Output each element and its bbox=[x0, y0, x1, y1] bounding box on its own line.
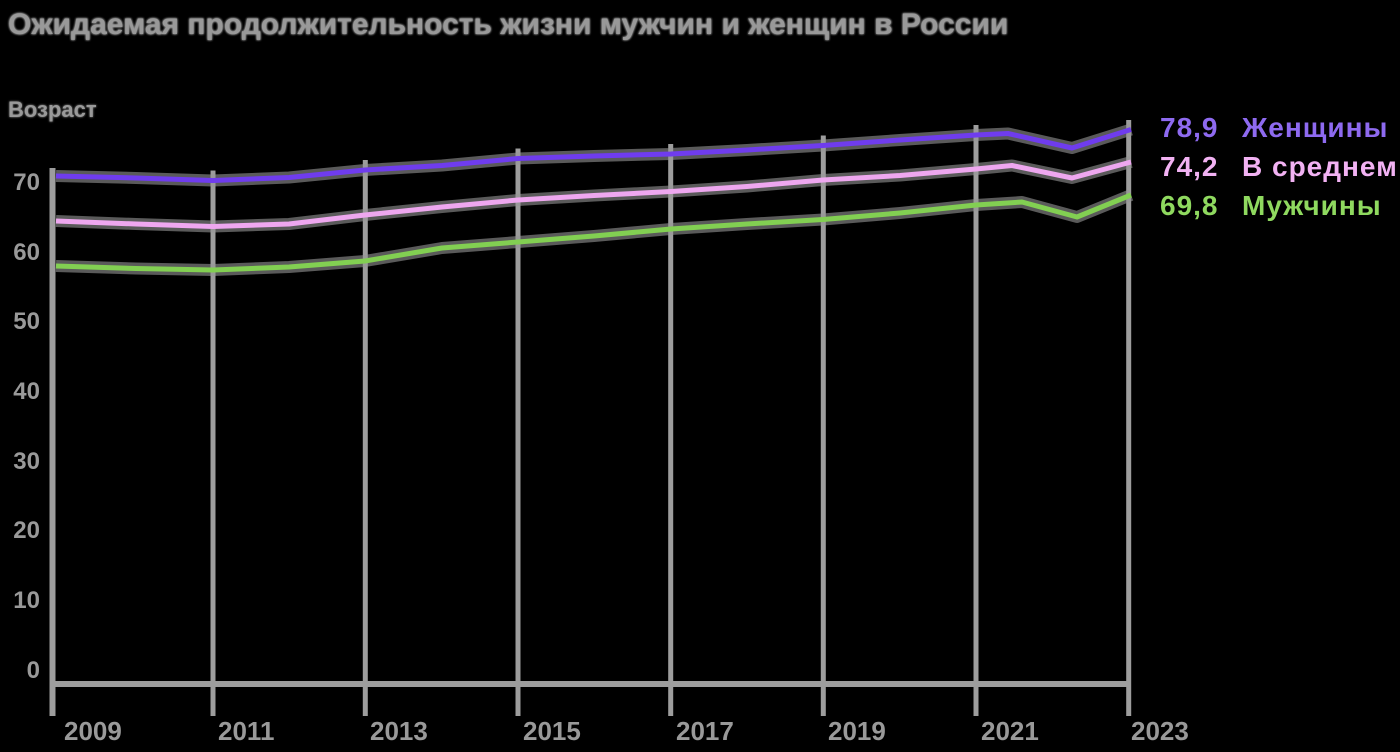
svg-text:2019: 2019 bbox=[828, 716, 886, 746]
svg-text:2021: 2021 bbox=[981, 716, 1039, 746]
svg-text:78,9: 78,9 bbox=[1160, 112, 1219, 143]
svg-text:60: 60 bbox=[13, 239, 40, 266]
svg-text:40: 40 bbox=[13, 378, 40, 405]
svg-text:2011: 2011 bbox=[218, 716, 274, 746]
svg-text:50: 50 bbox=[13, 308, 40, 335]
svg-text:Мужчины: Мужчины bbox=[1242, 190, 1382, 221]
svg-text:30: 30 bbox=[13, 448, 40, 475]
svg-text:69,8: 69,8 bbox=[1160, 190, 1219, 221]
svg-text:2013: 2013 bbox=[370, 716, 428, 746]
svg-text:0: 0 bbox=[27, 657, 40, 684]
svg-text:В среднем: В среднем bbox=[1242, 151, 1398, 182]
svg-text:70: 70 bbox=[13, 169, 40, 196]
svg-text:20: 20 bbox=[13, 517, 40, 544]
svg-text:2015: 2015 bbox=[523, 716, 581, 746]
svg-text:Женщины: Женщины bbox=[1241, 112, 1388, 143]
svg-text:2023: 2023 bbox=[1131, 716, 1189, 746]
svg-text:74,2: 74,2 bbox=[1160, 151, 1219, 182]
svg-text:2009: 2009 bbox=[64, 716, 122, 746]
svg-text:10: 10 bbox=[13, 587, 40, 614]
svg-text:2017: 2017 bbox=[676, 716, 734, 746]
